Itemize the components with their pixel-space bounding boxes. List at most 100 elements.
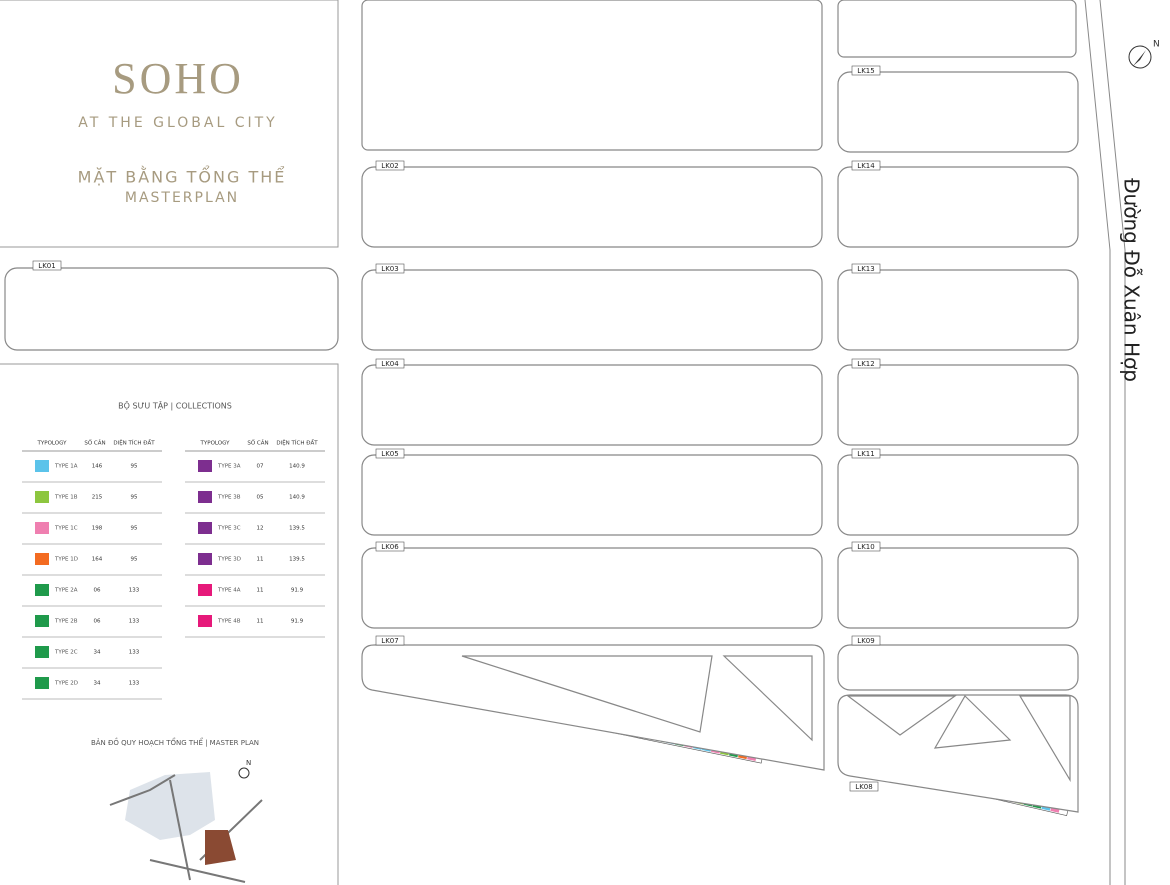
block-tag bbox=[851, 635, 881, 646]
block-label: LK06 bbox=[381, 543, 399, 551]
empty-lot bbox=[361, 0, 823, 151]
legend-type: TYPE 3A bbox=[217, 464, 241, 470]
legend-count: 12 bbox=[257, 526, 264, 532]
legend-swatch bbox=[198, 584, 212, 596]
block-outline bbox=[361, 547, 823, 629]
legend-header: TYPOLOGY bbox=[37, 441, 68, 447]
legend-swatch bbox=[35, 615, 49, 627]
block-label: LK04 bbox=[381, 360, 399, 368]
block-label: LK08 bbox=[855, 783, 872, 791]
block-tag bbox=[375, 448, 405, 459]
legend-header: DIỆN TÍCH ĐẤT bbox=[113, 439, 155, 447]
block-tag bbox=[849, 781, 879, 792]
legend-type: TYPE 1A bbox=[54, 464, 78, 470]
block-outline bbox=[837, 644, 1079, 691]
legend-swatch bbox=[35, 646, 49, 658]
legend-swatch bbox=[198, 491, 212, 503]
block-tag bbox=[851, 448, 881, 459]
legend-header: SỐ CĂN bbox=[247, 439, 268, 447]
tagline: AT THE GLOBAL CITY bbox=[78, 115, 277, 131]
block-outline bbox=[361, 364, 823, 446]
legend-count: 146 bbox=[92, 464, 103, 470]
block-outline bbox=[837, 454, 1079, 536]
open-space bbox=[846, 695, 1071, 783]
legend-header: TYPOLOGY bbox=[200, 441, 231, 447]
block-outline bbox=[837, 269, 1079, 351]
block-label: LK12 bbox=[857, 360, 874, 368]
legend-type: TYPE 3B bbox=[217, 495, 241, 501]
block-outline bbox=[837, 547, 1079, 629]
compass-n: N bbox=[1153, 40, 1160, 50]
title-panel bbox=[0, 0, 339, 248]
block-outline bbox=[361, 166, 823, 248]
block-tag bbox=[375, 160, 405, 171]
legend-area: 139.5 bbox=[289, 526, 305, 532]
block-tag bbox=[851, 263, 881, 274]
compass bbox=[1128, 45, 1152, 69]
block-tag bbox=[375, 263, 405, 274]
legend-count: 34 bbox=[94, 681, 101, 687]
legend-swatch bbox=[198, 615, 212, 627]
road bbox=[1084, 0, 1126, 885]
title: MẶT BẰNG TỔNG THỂ bbox=[78, 166, 287, 187]
legend-panel bbox=[0, 363, 339, 885]
open-space bbox=[461, 655, 813, 742]
legend-area: 95 bbox=[131, 557, 138, 563]
legend-count: 11 bbox=[257, 557, 264, 563]
legend-area: 95 bbox=[131, 464, 138, 470]
block-outline bbox=[361, 269, 823, 351]
brand: SOHO bbox=[112, 54, 244, 103]
legend-area: 133 bbox=[129, 681, 140, 687]
block-label: LK07 bbox=[381, 637, 398, 645]
legend-type: TYPE 2A bbox=[54, 588, 78, 594]
block-tag bbox=[851, 358, 881, 369]
legend-type: TYPE 3D bbox=[217, 557, 241, 563]
legend-area: 91.9 bbox=[291, 588, 304, 594]
legend-area: 91.9 bbox=[291, 619, 304, 625]
legend-swatch bbox=[198, 553, 212, 565]
block-tag bbox=[375, 358, 405, 369]
legend-swatch bbox=[35, 522, 49, 534]
legend-swatch bbox=[198, 522, 212, 534]
legend-type: TYPE 1C bbox=[54, 526, 78, 532]
block-label: LK14 bbox=[857, 162, 875, 170]
legend-type: TYPE 4B bbox=[217, 619, 241, 625]
block-label: LK15 bbox=[857, 67, 874, 75]
legend-count: 06 bbox=[94, 619, 101, 625]
block-label: LK09 bbox=[857, 637, 874, 645]
legend-header: SỐ CĂN bbox=[84, 439, 105, 447]
block-tag bbox=[851, 541, 881, 552]
legend-area: 139.5 bbox=[289, 557, 305, 563]
block-tag bbox=[851, 65, 881, 76]
empty-lot bbox=[837, 0, 1077, 58]
legend-count: 215 bbox=[92, 495, 103, 501]
legend-count: 164 bbox=[92, 557, 103, 563]
block-outline bbox=[4, 267, 339, 351]
compass-arrow bbox=[1133, 50, 1146, 66]
legend-area: 133 bbox=[129, 588, 140, 594]
legend-swatch bbox=[35, 584, 49, 596]
block-label: LK01 bbox=[38, 262, 55, 270]
block-label: LK11 bbox=[857, 450, 874, 458]
legend-area: 95 bbox=[131, 526, 138, 532]
legend-count: 34 bbox=[94, 650, 101, 656]
block-outline bbox=[837, 71, 1079, 153]
street-name: Đường Đỗ Xuân Hợp bbox=[1120, 178, 1144, 382]
minimap-north: N bbox=[246, 759, 251, 767]
legend-type: TYPE 1B bbox=[54, 495, 78, 501]
legend-type: TYPE 3C bbox=[217, 526, 241, 532]
legend-type: TYPE 1D bbox=[54, 557, 78, 563]
legend-swatch bbox=[35, 460, 49, 472]
legend-count: 05 bbox=[257, 495, 264, 501]
block-label: LK10 bbox=[857, 543, 874, 551]
block-tag bbox=[375, 635, 405, 646]
legend-area: 95 bbox=[131, 495, 138, 501]
legend-swatch bbox=[198, 460, 212, 472]
legend-header: DIỆN TÍCH ĐẤT bbox=[276, 439, 318, 447]
block-outline bbox=[837, 364, 1079, 446]
block-tag bbox=[375, 541, 405, 552]
legend-count: 11 bbox=[257, 588, 264, 594]
block-outline bbox=[361, 454, 823, 536]
legend-swatch bbox=[35, 677, 49, 689]
legend-area: 133 bbox=[129, 619, 140, 625]
